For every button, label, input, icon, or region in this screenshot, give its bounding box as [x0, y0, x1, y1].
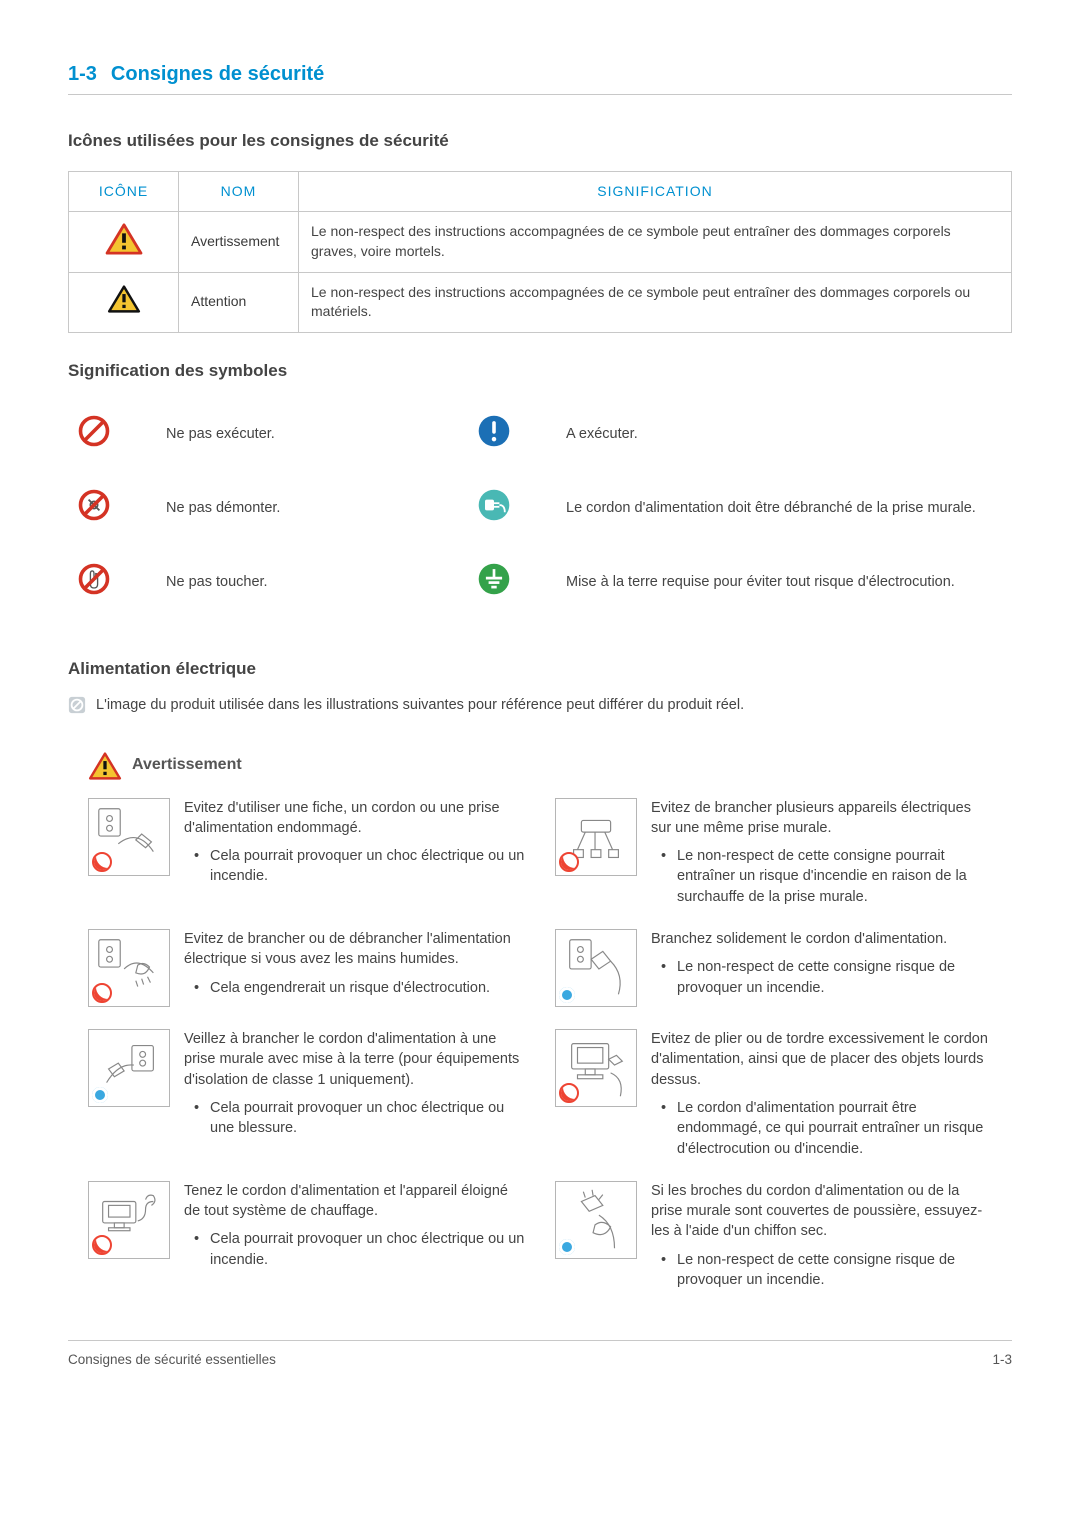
warning-label: Avertissement — [132, 754, 242, 776]
name-cell: Attention — [179, 272, 299, 332]
safety-item: Branchez solidement le cordon d'alimenta… — [555, 929, 992, 1007]
symbol-label: A exécuter. — [566, 424, 1004, 444]
safety-lead: Veillez à brancher le cordon d'alimentat… — [184, 1029, 525, 1090]
page-footer: Consignes de sécurité essentielles 1-3 — [68, 1340, 1012, 1370]
safety-bullet: Cela pourrait provoquer un choc électriq… — [198, 1229, 525, 1270]
safety-item: Evitez de brancher plusieurs appareils é… — [555, 798, 992, 907]
symbol-label: Ne pas toucher. — [166, 572, 446, 592]
table-row: Attention Le non-respect des instruction… — [69, 272, 1012, 332]
note-row: L'image du produit utilisée dans les ill… — [68, 695, 1012, 715]
safety-bullet: Le non-respect de cette consigne risque … — [665, 957, 992, 998]
icon-cell-warning — [69, 212, 179, 272]
th-icon: ICÔNE — [69, 171, 179, 212]
symbol-label: Ne pas démonter. — [166, 498, 446, 518]
safety-grid: Evitez d'utiliser une fiche, un cordon o… — [68, 798, 1012, 1291]
warning-triangle-icon — [105, 223, 143, 255]
sig-cell: Le non-respect des instructions accompag… — [299, 272, 1012, 332]
section-header: 1-3 Consignes de sécurité — [68, 60, 1012, 95]
safety-thumb — [88, 1181, 170, 1259]
safety-thumb — [88, 1029, 170, 1107]
safety-bullet: Le non-respect de cette consigne pourrai… — [665, 846, 992, 907]
icon-table: ICÔNE NOM SIGNIFICATION Avertissement Le… — [68, 171, 1012, 333]
safety-item: Evitez de plier ou de tordre excessiveme… — [555, 1029, 992, 1159]
safety-bullet: Le cordon d'alimentation pourrait être e… — [665, 1098, 992, 1159]
safety-lead: Si les broches du cordon d'alimentation … — [651, 1181, 992, 1242]
section-number: 1-3 — [68, 60, 97, 88]
symbol-label: Ne pas exécuter. — [166, 424, 446, 444]
power-heading: Alimentation électrique — [68, 657, 1012, 681]
safety-item: Tenez le cordon d'alimentation et l'appa… — [88, 1181, 525, 1290]
footer-left: Consignes de sécurité essentielles — [68, 1351, 276, 1370]
safety-lead: Evitez d'utiliser une fiche, un cordon o… — [184, 798, 525, 839]
safety-item: Si les broches du cordon d'alimentation … — [555, 1181, 992, 1290]
ground-icon — [476, 561, 536, 603]
note-badge-icon — [68, 696, 86, 714]
th-sig: SIGNIFICATION — [299, 171, 1012, 212]
unplug-icon — [476, 487, 536, 529]
warning-triangle-icon — [88, 752, 122, 780]
safety-item: Veillez à brancher le cordon d'alimentat… — [88, 1029, 525, 1159]
no-disassemble-icon — [76, 487, 136, 529]
safety-lead: Evitez de brancher ou de débrancher l'al… — [184, 929, 525, 970]
safety-thumb — [555, 929, 637, 1007]
no-touch-icon — [76, 561, 136, 603]
table-row: Avertissement Le non-respect des instruc… — [69, 212, 1012, 272]
safety-thumb — [88, 929, 170, 1007]
section-title: Consignes de sécurité — [111, 60, 324, 88]
icon-cell-caution — [69, 272, 179, 332]
symbol-grid: Ne pas exécuter. A exécuter. Ne pas démo… — [68, 401, 1012, 614]
footer-right: 1-3 — [992, 1351, 1012, 1370]
caution-triangle-icon — [107, 285, 141, 313]
safety-bullet: Cela engendrerait un risque d'électrocut… — [198, 978, 525, 998]
safety-item: Evitez d'utiliser une fiche, un cordon o… — [88, 798, 525, 907]
safety-item: Evitez de brancher ou de débrancher l'al… — [88, 929, 525, 1007]
safety-lead: Tenez le cordon d'alimentation et l'appa… — [184, 1181, 525, 1222]
safety-bullet: Le non-respect de cette consigne risque … — [665, 1250, 992, 1291]
note-text: L'image du produit utilisée dans les ill… — [96, 695, 744, 715]
safety-thumb — [555, 1181, 637, 1259]
symbol-label: Mise à la terre requise pour éviter tout… — [566, 572, 1004, 592]
safety-lead: Evitez de plier ou de tordre excessiveme… — [651, 1029, 992, 1090]
sig-cell: Le non-respect des instructions accompag… — [299, 212, 1012, 272]
icons-heading: Icônes utilisées pour les consignes de s… — [68, 129, 1012, 153]
safety-thumb — [555, 798, 637, 876]
symbols-heading: Signification des symboles — [68, 359, 1012, 383]
prohibit-icon — [76, 413, 136, 455]
safety-bullet: Cela pourrait provoquer un choc électriq… — [198, 846, 525, 887]
safety-thumb — [555, 1029, 637, 1107]
name-cell: Avertissement — [179, 212, 299, 272]
th-name: NOM — [179, 171, 299, 212]
symbol-label: Le cordon d'alimentation doit être débra… — [566, 498, 1004, 518]
safety-bullet: Cela pourrait provoquer un choc électriq… — [198, 1098, 525, 1139]
mandatory-icon — [476, 413, 536, 455]
safety-lead: Branchez solidement le cordon d'alimenta… — [651, 929, 992, 949]
safety-thumb — [88, 798, 170, 876]
warning-heading: Avertissement — [88, 752, 1012, 780]
safety-lead: Evitez de brancher plusieurs appareils é… — [651, 798, 992, 839]
